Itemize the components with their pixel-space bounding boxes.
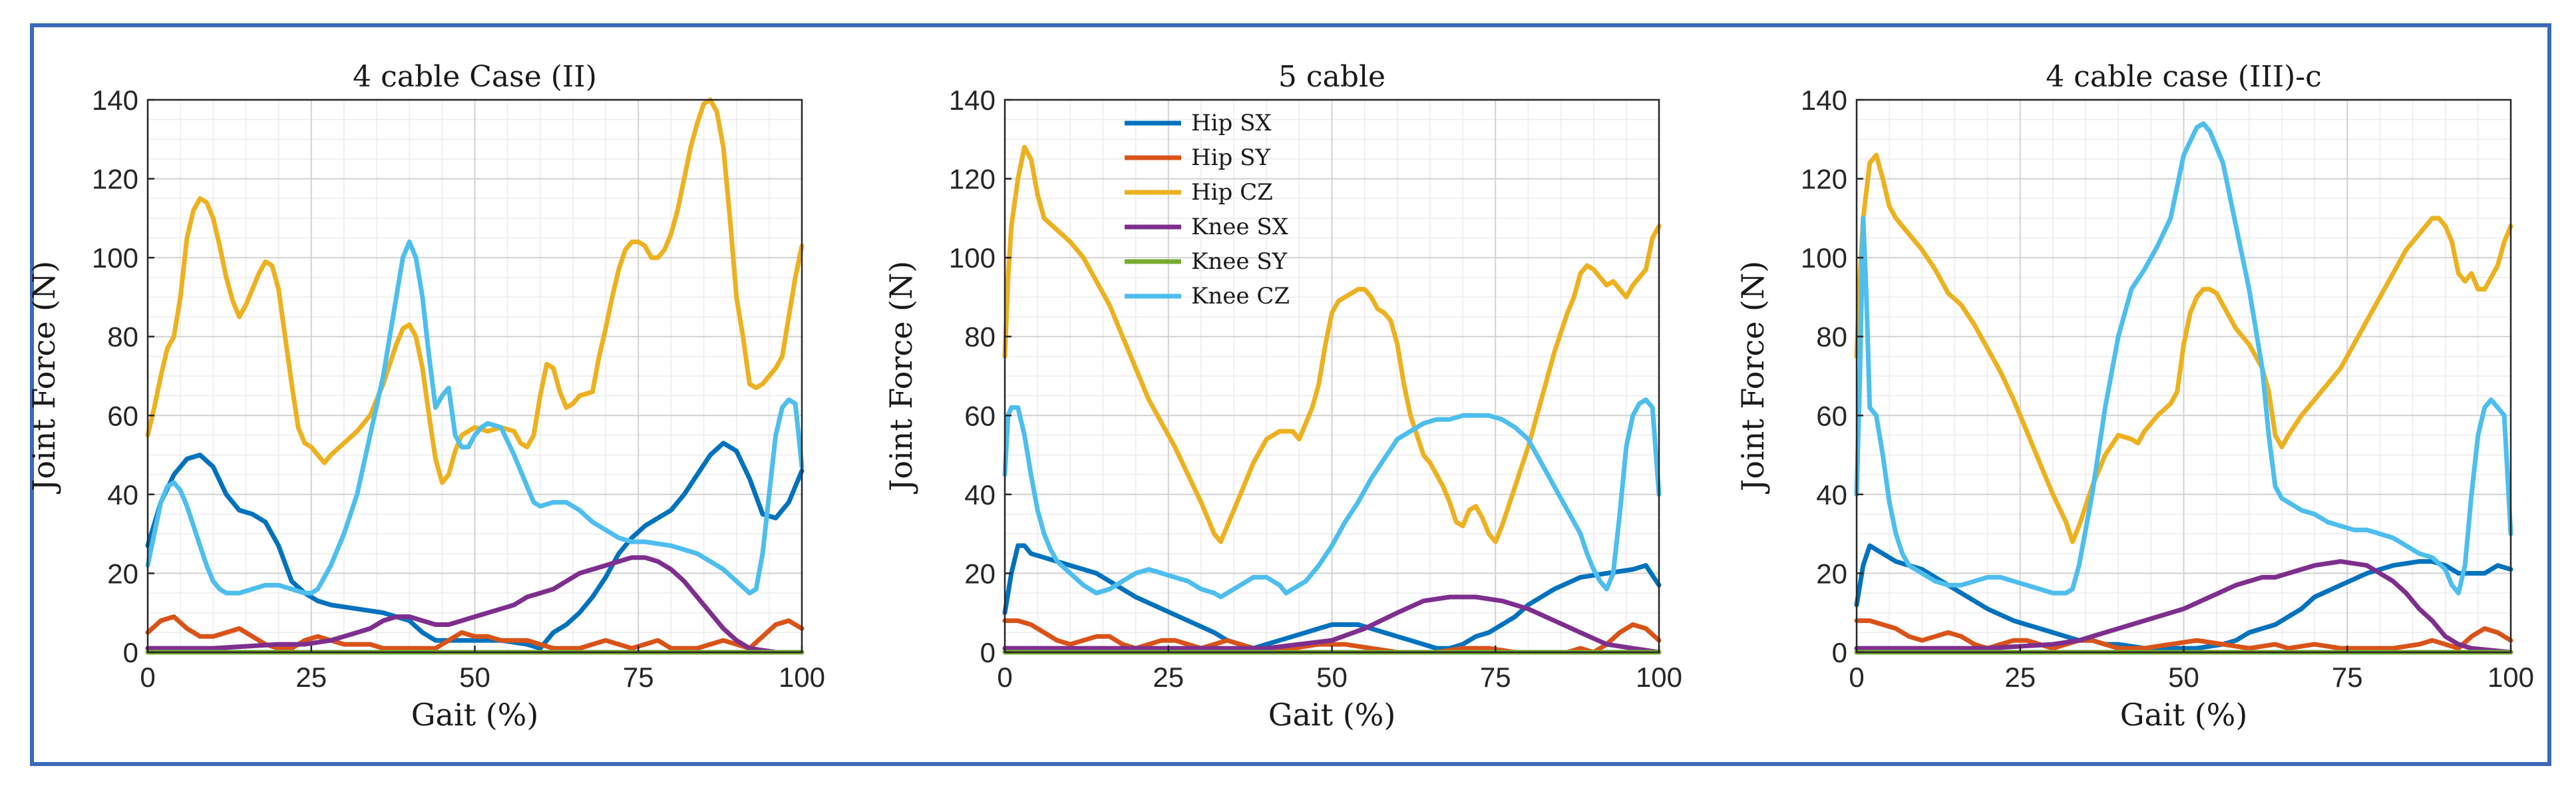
x-axis-label: Gait (%) xyxy=(1268,697,1396,733)
y-tick-label: 120 xyxy=(949,164,996,195)
y-tick-label: 100 xyxy=(949,242,996,274)
y-tick-label: 140 xyxy=(949,85,996,116)
y-tick-label: 0 xyxy=(123,637,138,668)
x-tick-label: 0 xyxy=(140,662,155,693)
y-tick-label: 100 xyxy=(92,242,138,274)
chart-panel-1: 0 25 50 75 100 0 20 40 60 80 100 120 140 4 cable Case… xyxy=(26,60,825,733)
y-tick-label: 40 xyxy=(1816,479,1847,510)
y-tick-label: 120 xyxy=(1801,164,1847,195)
y-tick-label: 0 xyxy=(1832,637,1847,668)
y-tick-label: 80 xyxy=(1816,321,1847,353)
legend: Hip SX Hip SY Hip CZ Knee SX Knee SY Knee CZ xyxy=(1125,110,1290,309)
x-tick-label: 100 xyxy=(2487,662,2534,693)
x-axis-label: Gait (%) xyxy=(2120,697,2248,733)
series-line-hip-cz xyxy=(1002,144,1662,544)
x-tick-label: 50 xyxy=(459,662,490,693)
y-tick-label: 140 xyxy=(92,85,138,116)
y-tick-label: 60 xyxy=(107,400,138,431)
x-tick-label: 25 xyxy=(2004,662,2036,693)
y-tick-label: 0 xyxy=(980,637,996,668)
x-tick-label: 100 xyxy=(779,662,825,693)
legend-label: Hip CZ xyxy=(1191,179,1273,206)
y-tick-label: 80 xyxy=(107,321,138,353)
y-tick-label: 140 xyxy=(1801,85,1847,116)
legend-label: Hip SY xyxy=(1191,144,1270,171)
legend-label: Knee CZ xyxy=(1191,283,1290,309)
chart-panel-3: 0 25 50 75 100 0 20 40 60 80 100 120 140 4 cable case… xyxy=(1735,60,2534,733)
legend-label: Knee SX xyxy=(1191,214,1289,240)
x-tick-label: 25 xyxy=(1153,662,1184,693)
y-tick-label: 40 xyxy=(107,479,138,510)
chart-title: 4 cable case (III)-c xyxy=(2046,60,2322,94)
y-tick-label: 20 xyxy=(964,558,996,589)
y-tick-label: 60 xyxy=(1816,400,1847,431)
x-tick-label: 75 xyxy=(1480,662,1511,693)
series-line-hip-sy xyxy=(1854,618,2513,651)
series-line-hip-sx xyxy=(1002,543,1662,651)
series-line-hip-cz xyxy=(145,97,805,485)
y-tick-label: 80 xyxy=(964,321,996,353)
y-axis-label: Joint Force (N) xyxy=(883,261,919,494)
series-line-knee-cz xyxy=(1854,121,2513,596)
series-line-hip-sy xyxy=(145,614,805,651)
series-line-knee-sx xyxy=(1002,594,1662,655)
legend-label: Knee SY xyxy=(1191,248,1288,275)
x-tick-label: 0 xyxy=(997,662,1012,693)
x-tick-label: 50 xyxy=(2168,662,2199,693)
series-line-knee-sx xyxy=(1854,559,2513,655)
x-axis-label: Gait (%) xyxy=(411,697,539,733)
chart-panel-2: 0 25 50 75 100 0 20 40 60 80 100 120 140 5 cable Gait … xyxy=(883,60,1682,733)
series-line-knee-cz xyxy=(1002,397,1662,600)
y-axis-label: Joint Force (N) xyxy=(1735,261,1771,494)
x-tick-label: 50 xyxy=(1316,662,1348,693)
series-line-knee-sx xyxy=(145,555,805,655)
chart-title: 4 cable Case (II) xyxy=(353,60,597,94)
series-line-knee-cz xyxy=(145,239,805,596)
x-tick-label: 25 xyxy=(295,662,327,693)
x-tick-label: 0 xyxy=(1849,662,1864,693)
y-tick-label: 60 xyxy=(964,400,996,431)
y-tick-label: 20 xyxy=(1816,558,1847,589)
x-tick-label: 75 xyxy=(623,662,654,693)
y-tick-label: 20 xyxy=(107,558,138,589)
y-tick-label: 40 xyxy=(964,479,996,510)
y-axis-label: Joint Force (N) xyxy=(26,261,62,494)
x-tick-label: 100 xyxy=(1636,662,1682,693)
y-tick-label: 120 xyxy=(92,164,138,195)
legend-label: Hip SX xyxy=(1191,110,1272,136)
x-tick-label: 75 xyxy=(2332,662,2363,693)
y-tick-label: 100 xyxy=(1801,242,1847,274)
panels: 0 25 50 75 100 0 20 40 60 80 100 120 140 4 cable Case… xyxy=(26,60,2534,733)
chart-title: 5 cable xyxy=(1278,60,1385,94)
series-line-hip-cz xyxy=(1854,152,2513,544)
